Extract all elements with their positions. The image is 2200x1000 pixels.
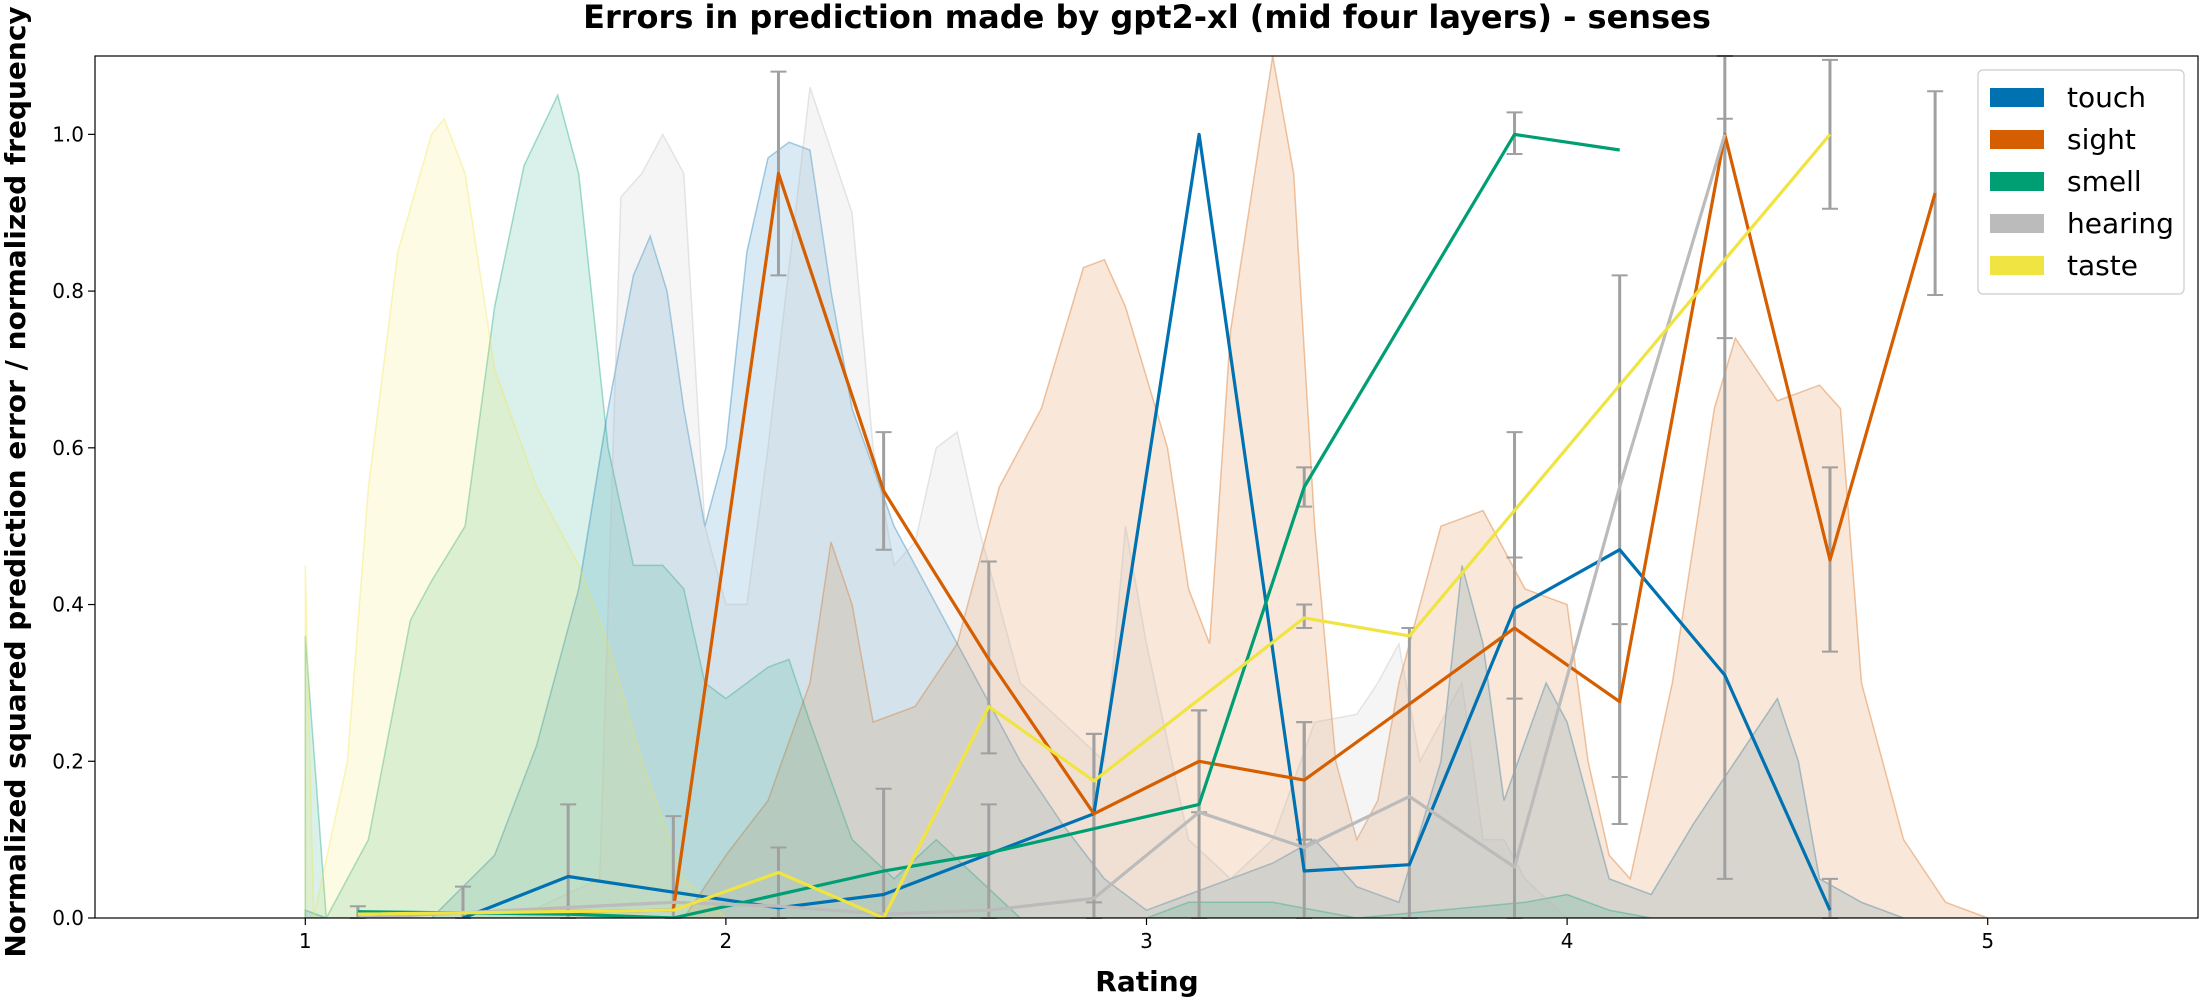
legend-label: sight [2067, 123, 2136, 156]
line-layer [357, 132, 1937, 918]
density-area-smell [304, 93, 1652, 918]
y-axis-label: Normalized squared prediction error / no… [0, 6, 32, 957]
legend-label: smell [2067, 165, 2142, 198]
legend-item-smell: smell [1990, 165, 2142, 198]
legend-label: touch [2067, 81, 2146, 114]
legend: touch sight smell hearing taste [1977, 69, 2185, 295]
series-line-hearing [357, 133, 1727, 918]
series-line-taste [357, 133, 1832, 918]
legend-item-touch: touch [1990, 81, 2146, 114]
legend-swatch [1990, 172, 2044, 191]
y-tick-label: 0.0 [52, 906, 84, 930]
legend-item-taste: taste [1990, 249, 2138, 282]
legend-swatch [1990, 256, 2044, 275]
error-bar-taste-1 [1821, 58, 1838, 210]
density-area-hearing [515, 87, 1569, 918]
legend-label: taste [2067, 249, 2138, 282]
y-tick-label: 0.8 [52, 279, 84, 303]
x-tick-label: 1 [299, 929, 312, 953]
y-tick-label: 0.2 [52, 749, 84, 773]
y-tick-label: 1.0 [52, 122, 84, 146]
legend-swatch [1990, 88, 2044, 107]
density-area-touch [304, 141, 1904, 918]
x-tick-label: 2 [720, 929, 733, 953]
density-area-taste [304, 117, 728, 918]
legend-item-hearing: hearing [1990, 207, 2174, 240]
y-tick-label: 0.4 [52, 593, 84, 617]
legend-label: hearing [2067, 207, 2174, 240]
error-bar-taste-0 [1296, 603, 1313, 630]
y-axis: 0.0 0.2 0.4 0.6 0.8 1.0 [52, 122, 95, 930]
series-line-smell [357, 132, 1620, 918]
legend-item-sight: sight [1990, 123, 2136, 156]
plot-area [94, 55, 2199, 919]
density-layer [304, 56, 1988, 918]
legend-box [1977, 69, 2185, 295]
y-tick-label: 0.6 [52, 436, 84, 460]
legend-swatch [1990, 214, 2044, 233]
density-area-sight [682, 56, 1988, 918]
x-tick-label: 5 [1981, 929, 1994, 953]
legend-swatch [1990, 130, 2044, 149]
chart-title: Errors in prediction made by gpt2-xl (mi… [583, 0, 1711, 36]
x-tick-label: 4 [1561, 929, 1574, 953]
x-tick-label: 3 [1140, 929, 1153, 953]
x-axis-label: Rating [1095, 965, 1198, 998]
x-axis: 1 2 3 4 5 [299, 918, 1994, 953]
